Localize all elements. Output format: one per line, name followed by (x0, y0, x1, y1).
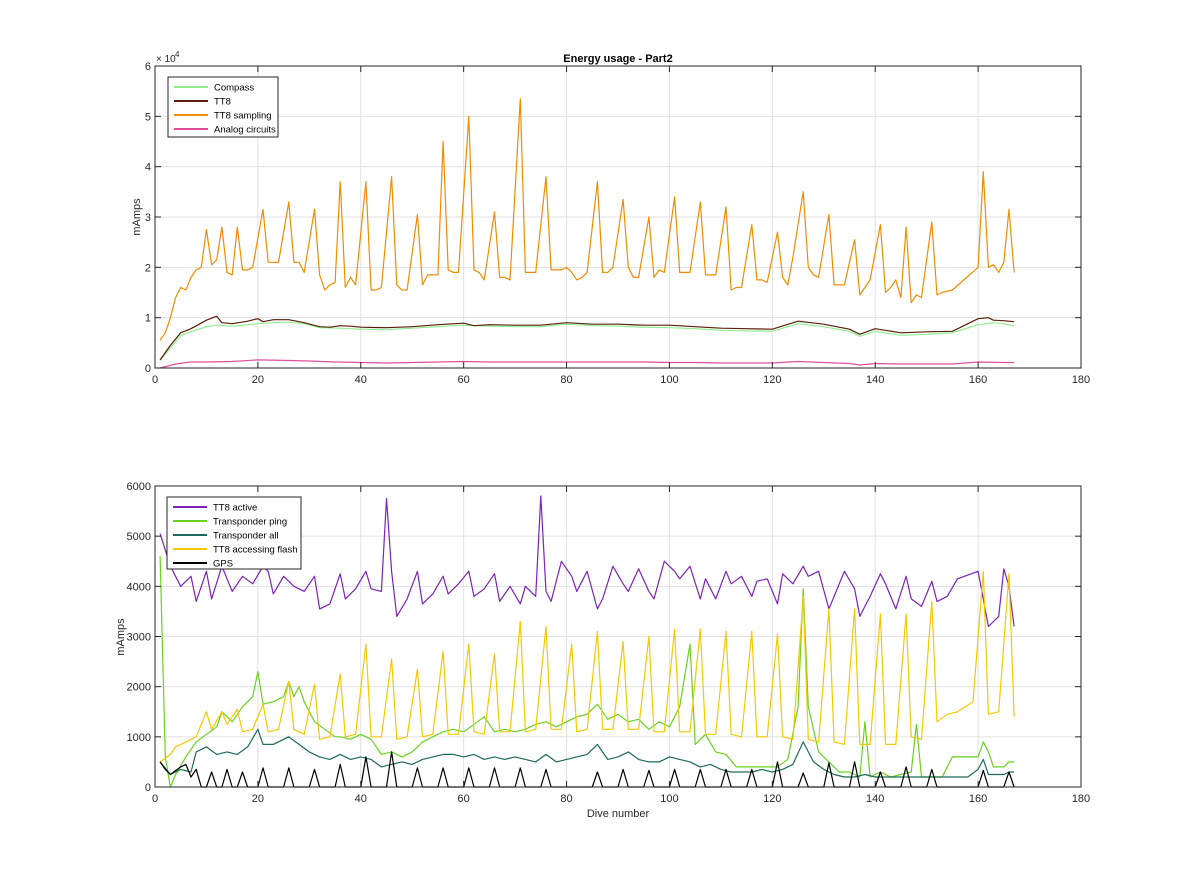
ticks-top: 0 20 40 60 80 100 120 140 160 180 0 1 2 3 4 5 6 (145, 61, 1090, 386)
y-tick-label: 2 (145, 262, 151, 274)
x-tick-label: 120 (763, 374, 781, 386)
y-tick-label: 3000 (127, 632, 151, 644)
x-tick-label: 180 (1072, 793, 1090, 805)
x-tick-label: 100 (660, 793, 678, 805)
y-tick-label: 0 (145, 782, 151, 794)
y-tick-label: 5000 (127, 531, 151, 543)
x-tick-label: 20 (252, 793, 264, 805)
series-line-compass (159, 321, 1015, 361)
x-tick-label: 80 (560, 793, 572, 805)
x-axis-label-bottom: Dive number (587, 808, 650, 820)
x-tick-label: 140 (866, 793, 884, 805)
legend-label-transponder-all: Transponder all (213, 531, 279, 542)
legend-label-compass: Compass (214, 83, 254, 94)
y-tick-label: 1000 (127, 732, 151, 744)
legend-label-tt8-sampling: TT8 sampling (214, 111, 272, 122)
y-tick-label: 4000 (127, 581, 151, 593)
x-tick-label: 0 (152, 374, 158, 386)
y-exponent-base: × 10 (156, 54, 176, 65)
x-tick-label: 60 (458, 793, 470, 805)
y-tick-label: 6 (145, 61, 151, 73)
y-tick-label: 2000 (127, 682, 151, 694)
y-tick-label: 1 (145, 313, 151, 325)
series-line-tt8-sampling (159, 98, 1015, 341)
legend-label-analog-circuits: Analog circuits (214, 125, 276, 136)
legend-label-transponder-ping: Transponder ping (213, 517, 287, 528)
x-tick-label: 120 (763, 793, 781, 805)
y-axis-label-top: mAmps (131, 198, 143, 236)
series-line-tt8 (159, 315, 1015, 361)
series-line-tt8-active (159, 495, 1015, 628)
chart-bottom: 0 20 40 60 80 100 120 140 160 180 0 1000 2000 3000 400… (115, 481, 1090, 820)
y-tick-label: 4 (145, 162, 151, 174)
series-line-tt8-accessing-flash (159, 570, 1015, 763)
y-tick-label: 6000 (127, 481, 151, 493)
legend-label-tt8-accessing-flash: TT8 accessing flash (213, 545, 297, 556)
x-tick-label: 140 (866, 374, 884, 386)
x-tick-label: 80 (560, 374, 572, 386)
x-tick-label: 100 (660, 374, 678, 386)
legend-top: Compass TT8 TT8 sampling Analog circuits (167, 76, 279, 138)
y-exponent-label: × 10 4 (156, 50, 180, 65)
legend-label-tt8-active: TT8 active (213, 503, 257, 514)
x-tick-label: 160 (969, 793, 987, 805)
y-axis-label-bottom: mAmps (115, 618, 127, 656)
ticks-bottom: 0 20 40 60 80 100 120 140 160 180 0 1000 2000 3000 400… (127, 481, 1091, 805)
x-tick-label: 0 (152, 793, 158, 805)
legend-bottom: TT8 active Transponder ping Transponder al… (166, 496, 302, 570)
y-exponent-power: 4 (175, 50, 180, 59)
x-tick-label: 160 (969, 374, 987, 386)
chart-title: Energy usage - Part2 (563, 53, 672, 65)
y-tick-label: 5 (145, 111, 151, 123)
series-line-transponder-ping (159, 556, 1015, 788)
x-tick-label: 40 (355, 793, 367, 805)
x-tick-label: 20 (252, 374, 264, 386)
y-tick-label: 3 (145, 212, 151, 224)
x-tick-label: 180 (1072, 374, 1090, 386)
chart-top: 0 20 40 60 80 100 120 140 160 180 0 1 2 3 4 5 6 Energy u… (131, 50, 1090, 386)
x-tick-label: 40 (355, 374, 367, 386)
legend-box-bottom (166, 496, 302, 570)
series-line-transponder-all (159, 728, 1015, 778)
x-tick-label: 60 (458, 374, 470, 386)
legend-label-gps: GPS (213, 559, 233, 570)
legend-label-tt8: TT8 (214, 97, 231, 108)
y-tick-label: 0 (145, 363, 151, 375)
